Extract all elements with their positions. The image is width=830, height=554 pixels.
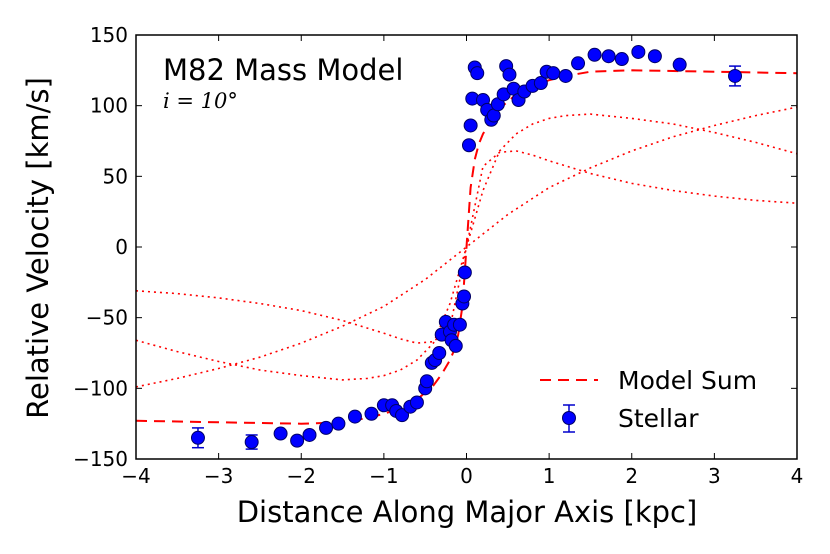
y-tick-label: −50 (86, 306, 128, 330)
stellar-point (631, 44, 646, 59)
stellar-point (672, 57, 687, 72)
y-axis-label: Relative Velocity [km/s] (21, 77, 55, 419)
chart-title: M82 Mass Model (163, 53, 403, 87)
x-tick-label: 0 (460, 464, 473, 488)
stellar-point (290, 433, 305, 448)
stellar-point (273, 426, 288, 441)
y-tick-label: 50 (103, 164, 128, 188)
x-tick-label: −2 (287, 464, 316, 488)
model-component-line (136, 106, 797, 388)
stellar-point (448, 338, 463, 353)
stellar-point (395, 408, 410, 423)
stellar-point (546, 66, 561, 81)
stellar-point (302, 427, 317, 442)
y-tick-label: −150 (73, 447, 128, 471)
stellar-point (419, 374, 434, 389)
stellar-point (728, 68, 743, 83)
legend-stellar-swatch (562, 404, 576, 433)
stellar-point (601, 49, 616, 64)
stellar-point (461, 138, 476, 153)
stellar-point (432, 346, 447, 360)
y-tick-label: −100 (73, 376, 128, 400)
stellar-point (452, 317, 467, 332)
stellar-point (470, 66, 485, 81)
series-layer (136, 44, 797, 450)
model-component-line (136, 113, 797, 381)
stellar-point (587, 47, 602, 62)
stellar-point (533, 76, 548, 91)
stellar-point (319, 420, 334, 435)
stellar-point (457, 289, 472, 304)
stellar-point (558, 68, 573, 83)
stellar-point (614, 52, 629, 67)
stellar-point (457, 265, 472, 280)
x-tick-label: −1 (369, 464, 398, 488)
stellar-point (331, 416, 346, 431)
y-tick-label: 150 (90, 23, 128, 47)
stellar-point (571, 56, 586, 71)
inclination-annotation: i = 10° (163, 89, 238, 113)
legend-stellar-label: Stellar (618, 404, 699, 433)
x-tick-label: −4 (121, 464, 150, 488)
stellar-point (647, 49, 662, 64)
stellar-point (364, 406, 379, 421)
stellar-point (502, 67, 517, 82)
x-tick-label: 4 (791, 464, 804, 488)
stellar-point (190, 430, 205, 445)
legend: Model Sum Stellar (540, 366, 757, 433)
x-tick-label: 2 (625, 464, 638, 488)
stellar-point (463, 118, 478, 133)
x-tick-label: −3 (204, 464, 233, 488)
x-axis-label: Distance Along Major Axis [kpc] (237, 495, 698, 529)
legend-model-sum-label: Model Sum (618, 366, 757, 395)
y-tick-label: 100 (90, 94, 128, 118)
x-tick-label: 1 (543, 464, 556, 488)
stellar-point (409, 395, 424, 410)
stellar-point (347, 409, 362, 424)
y-tick-label: 0 (115, 235, 128, 259)
stellar-point (244, 435, 259, 450)
x-tick-label: 3 (708, 464, 721, 488)
ticks-layer: −4 −3 −2 −1 0 1 2 3 4 −150 −100 −50 0 50 100 150 (73, 23, 803, 488)
